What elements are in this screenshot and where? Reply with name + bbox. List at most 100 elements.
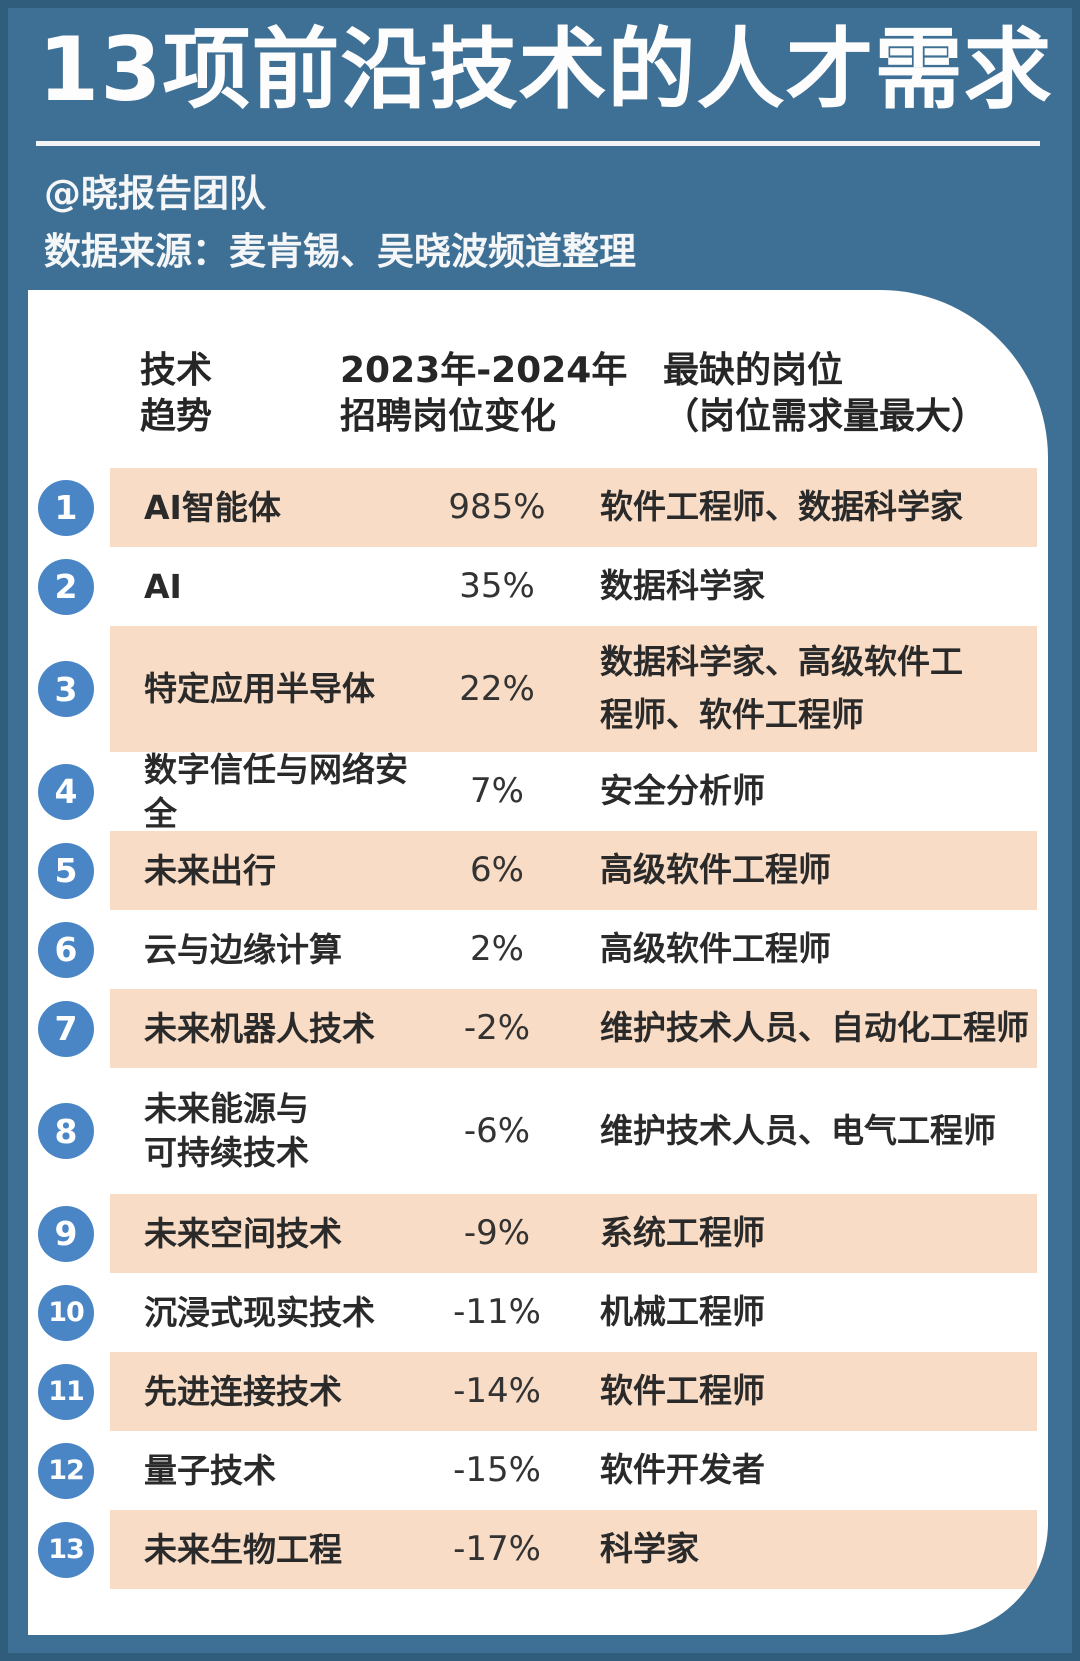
row-top-jobs: 维护技术人员、电气工程师 — [600, 1110, 996, 1150]
row-tech-name: 未来生物工程 — [144, 1529, 342, 1569]
row-tech-name: 未来空间技术 — [144, 1213, 342, 1253]
row-badge-cell: 3 — [28, 661, 110, 717]
row-top-jobs: 系统工程师 — [600, 1213, 765, 1253]
row-stripe: AI 35% 数据科学家 — [110, 547, 1037, 626]
row-number-badge: 1 — [38, 479, 94, 536]
row-stripe: 未来能源与 可持续技术 -6% 维护技术人员、电气工程师 — [110, 1068, 1037, 1194]
table-header: 技术 趋势 2023年-2024年 招聘岗位变化 最缺的岗位 （岗位需求量最大） — [28, 348, 1048, 440]
row-change-value: -9% — [463, 1213, 531, 1254]
row-stripe: 沉浸式现实技术 -11% 机械工程师 — [110, 1273, 1037, 1352]
table-row: 10 沉浸式现实技术 -11% 机械工程师 — [28, 1273, 1048, 1352]
row-change-value: 2% — [470, 929, 524, 970]
row-change-value: -11% — [453, 1292, 541, 1333]
row-top-jobs: 数据科学家、高级软件工 程师、软件工程师 — [600, 642, 963, 734]
row-top-jobs: 软件工程师 — [600, 1371, 765, 1411]
data-source-note: 数据来源：麦肯锡、吴晓波频道整理 — [44, 230, 636, 273]
row-change-value: 985% — [448, 487, 546, 528]
header-tech-trend: 技术 趋势 — [140, 350, 213, 437]
row-change-value: -14% — [453, 1371, 541, 1412]
row-tech-name: AI智能体 — [144, 487, 281, 527]
row-tech-name: 特定应用半导体 — [144, 669, 375, 709]
row-number-badge: 7 — [38, 1000, 94, 1057]
table-row: 4 数字信任与网络安全 7% 安全分析师 — [28, 750, 1048, 833]
header-job-change: 2023年-2024年 招聘岗位变化 — [340, 350, 628, 437]
row-top-jobs: 科学家 — [600, 1529, 699, 1569]
row-change-value: 6% — [470, 850, 524, 891]
row-stripe: AI智能体 985% 软件工程师、数据科学家 — [110, 468, 1037, 547]
row-badge-cell: 4 — [28, 763, 110, 820]
table-row: 5 未来出行 6% 高级软件工程师 — [28, 831, 1048, 910]
row-badge-cell: 1 — [28, 479, 110, 536]
info-card: 技术 趋势 2023年-2024年 招聘岗位变化 最缺的岗位 （岗位需求量最大）… — [28, 290, 1048, 1635]
table-row: 3 特定应用半导体 22% 数据科学家、高级软件工 程师、软件工程师 — [28, 626, 1048, 752]
table-row: 11 先进连接技术 -14% 软件工程师 — [28, 1352, 1048, 1431]
row-number-badge: 8 — [38, 1103, 94, 1159]
table-row: 12 量子技术 -15% 软件开发者 — [28, 1431, 1048, 1510]
row-badge-cell: 12 — [28, 1442, 110, 1499]
row-number-badge: 4 — [38, 763, 94, 820]
row-number-badge: 2 — [38, 558, 94, 615]
row-tech-name: AI — [144, 566, 182, 606]
row-tech-name: 云与边缘计算 — [144, 929, 342, 969]
table-rows: 1 AI智能体 985% 软件工程师、数据科学家 2 AI 35% 数据科学家 … — [28, 468, 1048, 1589]
row-badge-cell: 9 — [28, 1205, 110, 1262]
row-badge-cell: 8 — [28, 1103, 110, 1159]
row-tech-name: 数字信任与网络安全 — [144, 749, 408, 833]
row-badge-cell: 5 — [28, 842, 110, 899]
row-top-jobs: 高级软件工程师 — [600, 850, 831, 890]
row-number-badge: 5 — [38, 842, 94, 899]
header-top-jobs: 最缺的岗位 （岗位需求量最大） — [663, 350, 988, 437]
row-number-badge: 3 — [38, 661, 94, 717]
row-change-value: 7% — [470, 771, 524, 812]
row-badge-cell: 11 — [28, 1363, 110, 1420]
row-stripe: 特定应用半导体 22% 数据科学家、高级软件工 程师、软件工程师 — [110, 626, 1037, 752]
table-row: 7 未来机器人技术 -2% 维护技术人员、自动化工程师 — [28, 989, 1048, 1068]
table-row: 1 AI智能体 985% 软件工程师、数据科学家 — [28, 468, 1048, 547]
row-number-badge: 9 — [38, 1205, 94, 1262]
row-stripe: 云与边缘计算 2% 高级软件工程师 — [110, 910, 1037, 989]
row-stripe: 数字信任与网络安全 7% 安全分析师 — [110, 750, 1037, 833]
row-badge-cell: 13 — [28, 1521, 110, 1578]
row-top-jobs: 软件开发者 — [600, 1450, 765, 1490]
row-number-badge: 10 — [38, 1284, 94, 1341]
table-row: 9 未来空间技术 -9% 系统工程师 — [28, 1194, 1048, 1273]
row-stripe: 先进连接技术 -14% 软件工程师 — [110, 1352, 1037, 1431]
row-number-badge: 11 — [38, 1363, 94, 1420]
row-stripe: 未来机器人技术 -2% 维护技术人员、自动化工程师 — [110, 989, 1037, 1068]
row-change-value: -17% — [453, 1529, 541, 1570]
row-top-jobs: 机械工程师 — [600, 1292, 765, 1332]
table-row: 13 未来生物工程 -17% 科学家 — [28, 1510, 1048, 1589]
row-stripe: 未来生物工程 -17% 科学家 — [110, 1510, 1037, 1589]
row-tech-name: 先进连接技术 — [144, 1371, 342, 1411]
table-row: 6 云与边缘计算 2% 高级软件工程师 — [28, 910, 1048, 989]
row-top-jobs: 高级软件工程师 — [600, 929, 831, 969]
page-title: 13项前沿技术的人才需求 — [38, 18, 1053, 121]
row-tech-name: 量子技术 — [144, 1450, 276, 1490]
row-number-badge: 6 — [38, 921, 94, 978]
row-stripe: 量子技术 -15% 软件开发者 — [110, 1431, 1037, 1510]
row-top-jobs: 维护技术人员、自动化工程师 — [600, 1008, 1029, 1048]
row-number-badge: 12 — [38, 1442, 94, 1499]
row-badge-cell: 7 — [28, 1000, 110, 1057]
row-top-jobs: 数据科学家 — [600, 566, 765, 606]
row-top-jobs: 软件工程师、数据科学家 — [600, 487, 963, 527]
row-number-badge: 13 — [38, 1521, 94, 1578]
row-change-value: -6% — [463, 1110, 531, 1151]
row-stripe: 未来空间技术 -9% 系统工程师 — [110, 1194, 1037, 1273]
row-tech-name: 沉浸式现实技术 — [144, 1292, 375, 1332]
row-tech-name: 未来出行 — [144, 850, 276, 890]
row-change-value: 35% — [459, 566, 535, 607]
row-tech-name: 未来能源与 可持续技术 — [144, 1089, 309, 1172]
row-change-value: -15% — [453, 1450, 541, 1491]
table-row: 2 AI 35% 数据科学家 — [28, 547, 1048, 626]
row-stripe: 未来出行 6% 高级软件工程师 — [110, 831, 1037, 910]
row-badge-cell: 6 — [28, 921, 110, 978]
row-change-value: -2% — [463, 1008, 531, 1049]
table-row: 8 未来能源与 可持续技术 -6% 维护技术人员、电气工程师 — [28, 1068, 1048, 1194]
row-top-jobs: 安全分析师 — [600, 771, 765, 811]
row-change-value: 22% — [459, 668, 535, 709]
title-divider — [36, 141, 1040, 146]
row-badge-cell: 10 — [28, 1284, 110, 1341]
row-badge-cell: 2 — [28, 558, 110, 615]
